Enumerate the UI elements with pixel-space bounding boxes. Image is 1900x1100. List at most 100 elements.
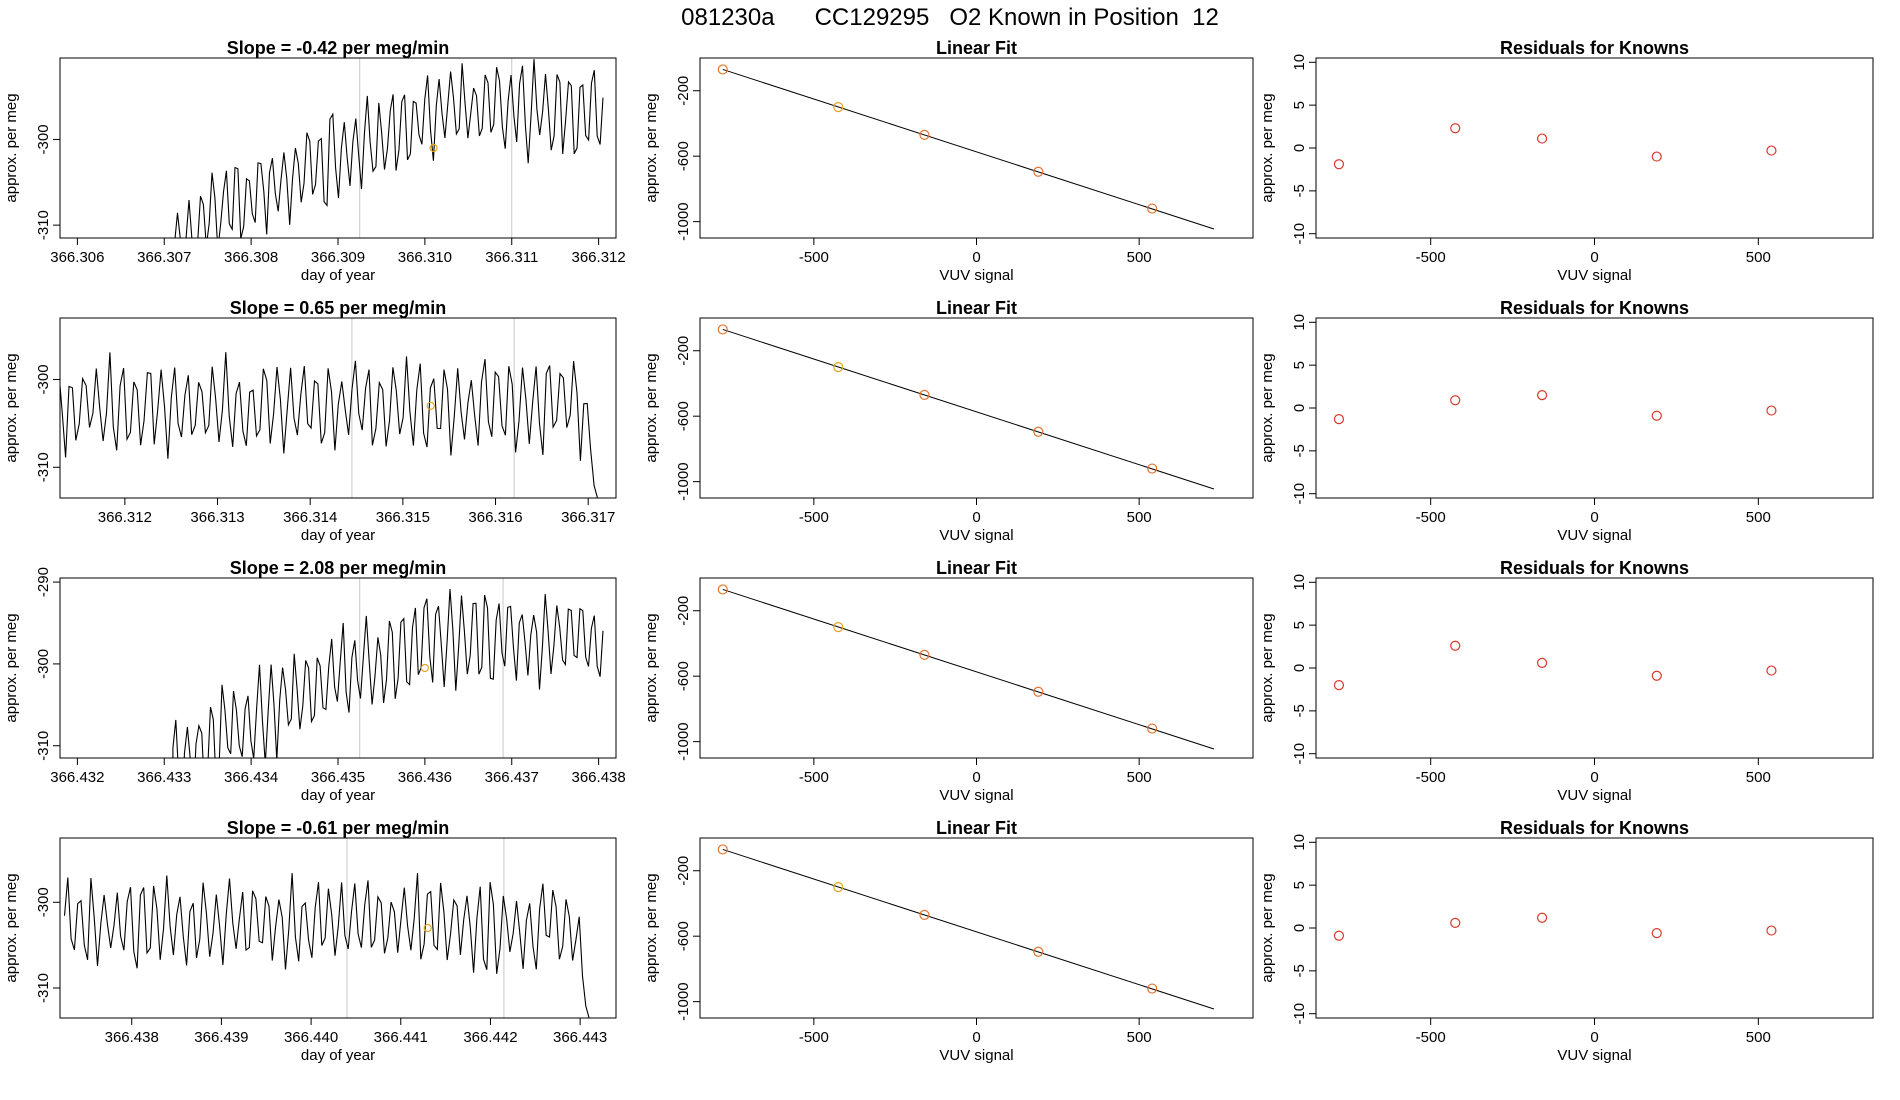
y-tick-label: 5 <box>1291 361 1308 369</box>
x-tick-label: 366.312 <box>572 249 626 266</box>
residuals-frame <box>1315 837 1874 1019</box>
x-tick-label: 366.443 <box>553 1029 607 1046</box>
y-tick-label: -5 <box>1291 184 1308 197</box>
x-tick-label: 500 <box>1746 1029 1771 1046</box>
x-axis-label: VUV signal <box>939 1047 1013 1064</box>
y-tick-label: -600 <box>675 401 692 431</box>
fit-data-point <box>1147 463 1158 474</box>
time-series-title: Slope = -0.61 per meg/min <box>227 818 450 838</box>
x-tick-label: 0 <box>972 1029 980 1046</box>
x-tick-label: 500 <box>1127 509 1152 526</box>
residuals-panel-2: Residuals for Knowns -500 0 500 VUV signal 10… <box>1259 298 1874 544</box>
y-tick-label: -10 <box>1291 483 1308 505</box>
x-tick-label: -500 <box>1416 769 1446 786</box>
x-axis-label: VUV signal <box>1557 527 1631 544</box>
x-tick-label: 366.309 <box>311 249 365 266</box>
y-tick-label: -600 <box>675 921 692 951</box>
y-tick-label: -200 <box>675 856 692 886</box>
fit-line <box>722 68 1215 230</box>
y-tick-label: -300 <box>35 649 52 679</box>
x-tick-label: 500 <box>1746 509 1771 526</box>
residual-data-point <box>1651 410 1662 421</box>
fit-line <box>722 588 1215 750</box>
residual-data-point <box>1766 145 1777 156</box>
x-tick-label: 366.433 <box>137 769 191 786</box>
linear-fit-frame <box>699 57 1254 239</box>
y-axis-label: approx. per meg <box>3 613 20 722</box>
residuals-panel-3: Residuals for Knowns -500 0 500 VUV signal 10… <box>1259 558 1874 804</box>
y-tick-label: 10 <box>1291 314 1308 331</box>
y-tick-label: -600 <box>675 661 692 691</box>
residuals-panel-1: Residuals for Knowns -500 0 500 VUV signal 10… <box>1259 38 1874 284</box>
y-tick-label: 0 <box>1291 924 1308 932</box>
y-tick-label: 10 <box>1291 574 1308 591</box>
fit-data-point <box>1033 686 1044 697</box>
residuals-x-axis: -500 0 500 VUV signal <box>1416 497 1771 544</box>
residuals-title: Residuals for Knowns <box>1500 298 1689 318</box>
y-tick-label: -300 <box>35 887 52 917</box>
linear-fit-panel-2: Linear Fit -500 0 500 VUV signal -200 -600 -100… <box>643 298 1254 544</box>
known-point-marker <box>423 923 432 933</box>
y-tick-label: -300 <box>35 124 52 154</box>
figure-title: 081230a CC129295 O2 Known in Position 12 <box>681 4 1219 31</box>
y-axis-label: approx. per meg <box>1259 93 1276 202</box>
known-point-marker <box>426 401 435 410</box>
x-tick-label: -500 <box>1416 509 1446 526</box>
x-tick-label: 0 <box>1590 1029 1598 1046</box>
y-tick-label: -10 <box>1291 223 1308 245</box>
residual-data-point <box>1333 414 1345 425</box>
x-tick-label: 0 <box>1590 769 1598 786</box>
y-tick-label: 10 <box>1291 54 1308 71</box>
x-axis-label: day of year <box>301 527 375 544</box>
fit-data-point <box>1147 983 1158 994</box>
linear-fit-x-axis: -500 0 500 VUV signal <box>799 237 1152 284</box>
time-series-y-axis: -300 -310 approx. per meg <box>3 873 61 1003</box>
linear-fit-x-axis: -500 0 500 VUV signal <box>799 497 1152 544</box>
x-tick-label: 366.317 <box>561 509 615 526</box>
per-meg-trace-line <box>60 352 599 498</box>
y-tick-label: 5 <box>1291 881 1308 889</box>
x-tick-label: 500 <box>1127 249 1152 266</box>
y-tick-label: -600 <box>675 141 692 171</box>
y-tick-label: 0 <box>1291 664 1308 672</box>
x-tick-label: 366.314 <box>283 509 337 526</box>
y-axis-label: approx. per meg <box>3 873 20 982</box>
residual-data-point <box>1536 390 1548 401</box>
x-tick-label: 366.437 <box>485 769 539 786</box>
residual-data-point <box>1450 640 1461 651</box>
x-tick-label: 500 <box>1127 1029 1152 1046</box>
residuals-x-axis: -500 0 500 VUV signal <box>1416 237 1771 284</box>
x-axis-label: VUV signal <box>939 267 1013 284</box>
residuals-x-axis: -500 0 500 VUV signal <box>1416 1017 1771 1064</box>
fit-data-point <box>1033 166 1044 177</box>
x-tick-label: 366.439 <box>194 1029 248 1046</box>
fit-data-point <box>833 101 844 113</box>
time-series-y-axis: -300 -310 approx. per meg <box>3 353 61 482</box>
residual-data-point <box>1450 395 1461 406</box>
time-series-x-axis: 366.432 366.433 366.434 366.435 366.436 366.4… <box>50 757 626 804</box>
x-tick-label: 366.438 <box>572 769 626 786</box>
linear-fit-y-axis: -200 -600 -1000 approx. per meg <box>643 76 701 241</box>
linear-fit-x-axis: -500 0 500 VUV signal <box>799 757 1152 804</box>
x-tick-label: 366.308 <box>224 249 278 266</box>
y-axis-label: approx. per meg <box>643 613 660 722</box>
time-series-title: Slope = -0.42 per meg/min <box>227 38 450 58</box>
y-tick-label: -5 <box>1291 704 1308 717</box>
y-axis-label: approx. per meg <box>643 93 660 202</box>
y-tick-label: -200 <box>675 76 692 106</box>
x-tick-label: 366.438 <box>105 1029 159 1046</box>
residual-data-point <box>1536 133 1548 144</box>
fit-data-point <box>1147 723 1158 734</box>
linear-fit-panel-4: Linear Fit -500 0 500 VUV signal -200 -600 -100… <box>643 818 1254 1064</box>
linear-fit-title: Linear Fit <box>936 818 1017 838</box>
y-tick-label: -310 <box>35 973 52 1003</box>
x-tick-label: 366.310 <box>398 249 452 266</box>
x-tick-label: 366.306 <box>50 249 104 266</box>
residual-data-point <box>1333 680 1345 691</box>
x-axis-label: VUV signal <box>1557 1047 1631 1064</box>
x-tick-label: 0 <box>1590 509 1598 526</box>
y-tick-label: -5 <box>1291 444 1308 457</box>
linear-fit-frame <box>699 837 1254 1019</box>
residual-data-point <box>1651 928 1662 939</box>
fit-data-point <box>833 621 844 633</box>
